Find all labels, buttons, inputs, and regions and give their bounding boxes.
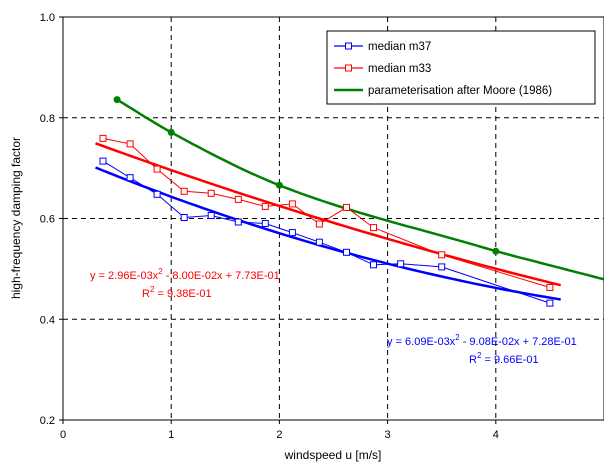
legend-label: median m33 <box>368 63 431 75</box>
series-point-m37 <box>343 248 350 256</box>
series-point-m37 <box>99 157 107 165</box>
legend-marker <box>345 42 352 50</box>
series-point-m33 <box>315 220 323 228</box>
series-point-m37 <box>288 229 296 237</box>
series-point-m33 <box>207 189 215 197</box>
moore-point <box>492 247 500 255</box>
moore-curve <box>116 98 604 281</box>
series-point-m37 <box>234 218 242 226</box>
series-point-m33 <box>234 195 242 203</box>
axes: 0 1 2 3 4 0.2 0.4 0.6 0.8 1.0 <box>40 12 499 441</box>
x-tick-label: 4 <box>493 429 499 441</box>
y-tick-label: 0.4 <box>40 314 55 326</box>
blue-eq-rest: - 9.08E-02x + 7.28E-01 <box>460 336 577 348</box>
series-point-m33 <box>288 200 296 208</box>
red-eq-main: y = 2.96E-03x <box>90 270 159 282</box>
series-line-m37 <box>102 160 551 304</box>
red-equation-text: y = 2.96E-03x2 - 8.00E-02x + 7.73E-01 <box>90 267 280 282</box>
red-eq-rest: - 8.00E-02x + 7.73E-01 <box>163 270 280 282</box>
red-equation: y = 2.96E-03x2 - 8.00E-02x + 7.73E-01 R2… <box>90 267 280 300</box>
y-tick-label: 0.2 <box>40 415 55 427</box>
y-axis-title: high-frequency damping factor <box>9 137 23 299</box>
blue-r2-rest: = 9.66E-01 <box>481 354 538 366</box>
series <box>99 96 554 307</box>
y-tick-label: 0.6 <box>40 214 55 226</box>
y-tick-label: 1.0 <box>40 12 55 24</box>
red-r2-sup: 2 <box>150 285 155 294</box>
series-point-m37 <box>261 220 269 227</box>
series-point-m37 <box>438 263 446 271</box>
x-tick-label: 1 <box>168 429 174 441</box>
series-point-m33 <box>546 284 554 291</box>
red-r2-text: R2 = 9.38E-01 <box>142 285 212 300</box>
series-point-m37 <box>397 260 405 268</box>
series-point-m37 <box>370 261 377 269</box>
moore-point <box>275 181 283 189</box>
blue-equation-text: y = 6.09E-03x2 - 9.08E-02x + 7.28E-01 <box>387 333 577 348</box>
legend-label: median m37 <box>368 41 431 53</box>
red-eq-sup: 2 <box>158 267 163 276</box>
y-tick-label: 0.8 <box>40 113 55 125</box>
legend-items: median m37 median m33 parameterisation aft… <box>334 41 552 97</box>
legend-box <box>326 30 596 105</box>
series-point-m33 <box>370 224 377 232</box>
series-point-m33 <box>261 202 269 210</box>
x-tick-label: 3 <box>385 429 391 441</box>
blue-eq-sup: 2 <box>455 333 460 342</box>
blue-r2-text: R2 = 9.66E-01 <box>469 351 539 366</box>
series-point-m37 <box>126 174 134 182</box>
trendline-blue <box>95 166 561 301</box>
series-point-m33 <box>438 251 446 259</box>
series-point-m37 <box>315 238 323 246</box>
x-tick-label: 2 <box>276 429 282 441</box>
series-point-m33 <box>99 134 107 142</box>
moore-point <box>113 96 121 104</box>
moore-point <box>167 128 175 136</box>
trendline-red <box>95 142 561 287</box>
legend-marker <box>345 64 352 72</box>
red-r2-rest: = 9.38E-01 <box>154 288 211 300</box>
series-point-m33 <box>343 203 350 211</box>
x-axis-title: windspeed u [m/s] <box>284 448 382 462</box>
blue-eq-main: y = 6.09E-03x <box>387 336 456 348</box>
blue-r2-sup: 2 <box>477 351 482 360</box>
blue-equation: y = 6.09E-03x2 - 9.08E-02x + 7.28E-01 R2… <box>387 333 577 366</box>
series-point-m37 <box>207 212 215 219</box>
legend-label: parameterisation after Moore (1986) <box>368 85 552 97</box>
blue-r2-label: R <box>469 354 477 366</box>
series-point-m37 <box>153 190 161 198</box>
curves <box>95 98 604 301</box>
series-point-m37 <box>180 214 188 221</box>
red-r2-label: R <box>142 288 150 300</box>
series-point-m33 <box>180 187 188 195</box>
series-point-m37 <box>546 299 554 307</box>
legend: median m37 median m33 parameterisation aft… <box>326 30 596 105</box>
x-tick-label: 0 <box>60 429 66 441</box>
series-point-m33 <box>153 165 161 173</box>
series-point-m33 <box>126 140 134 148</box>
